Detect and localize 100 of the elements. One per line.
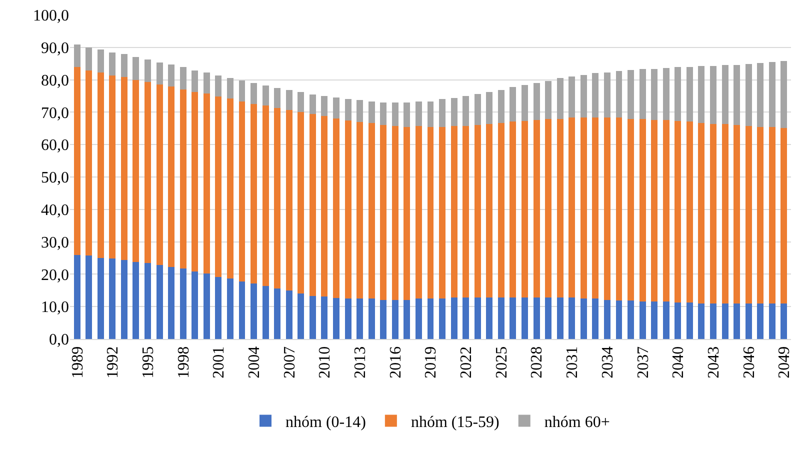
bar (568, 298, 576, 339)
bar (333, 97, 340, 118)
bar (109, 52, 116, 76)
bar (144, 82, 151, 263)
bar (522, 298, 528, 339)
bar (168, 64, 175, 86)
y-tick-label: 30,0 (41, 234, 69, 252)
x-tick-label: 2007 (281, 346, 298, 378)
x-tick-label: 2010 (316, 346, 334, 378)
bar (698, 66, 705, 124)
y-tick-label: 10,0 (41, 299, 69, 316)
bar (698, 304, 705, 339)
bar (686, 66, 693, 122)
bar (238, 80, 246, 102)
y-tick-label: 100,0 (33, 8, 69, 25)
bar (132, 262, 140, 339)
bar (298, 92, 304, 112)
bar (120, 54, 128, 78)
bar (333, 298, 340, 339)
bar (226, 278, 234, 339)
bar (486, 124, 493, 298)
bar (415, 126, 422, 298)
x-tick-label: 2016 (387, 346, 404, 378)
bar (226, 98, 234, 279)
bar (662, 120, 670, 302)
bar (298, 294, 304, 339)
bar (604, 72, 610, 118)
bar (274, 88, 281, 108)
bar (298, 112, 304, 294)
bar (74, 44, 80, 68)
bar (321, 116, 328, 297)
bar (510, 122, 516, 298)
bar (309, 94, 316, 114)
bar (168, 86, 175, 267)
bar (274, 108, 281, 288)
bar (156, 62, 163, 84)
bar (745, 304, 752, 339)
bar (404, 102, 410, 128)
bar (450, 126, 458, 298)
x-tick-label: 1995 (140, 346, 157, 378)
x-tick-label: 1998 (175, 346, 192, 378)
x-tick-label: 1989 (69, 346, 86, 378)
y-tick-label: 90,0 (41, 40, 69, 57)
bar (203, 72, 210, 94)
x-tick-label: 1992 (104, 346, 122, 378)
bar (533, 298, 540, 339)
bar (74, 254, 80, 339)
bar (380, 300, 387, 339)
bar (604, 118, 610, 300)
bar (286, 90, 292, 110)
bar (710, 304, 716, 339)
bar (250, 83, 258, 104)
bar (450, 298, 458, 339)
bar (510, 86, 516, 122)
bar (356, 298, 364, 339)
bar (286, 290, 292, 339)
bar (592, 298, 599, 339)
bar (580, 298, 587, 339)
bar (415, 102, 422, 126)
bar (580, 74, 587, 118)
bar (450, 98, 458, 126)
bar (144, 262, 151, 339)
bar (545, 80, 552, 119)
legend-label: nhóm (15-59) (410, 414, 500, 431)
bar (474, 94, 481, 125)
y-tick-label: 80,0 (41, 72, 69, 90)
x-tick-label: 2043 (705, 346, 722, 378)
bar (533, 120, 540, 298)
bar (368, 102, 375, 124)
bar (368, 123, 375, 298)
y-tick-label: 60,0 (41, 137, 69, 154)
bar (344, 120, 352, 298)
bar (745, 64, 752, 126)
bar (250, 284, 258, 339)
bar (662, 301, 670, 339)
bar (698, 123, 705, 304)
bar (722, 65, 728, 124)
bar (226, 78, 234, 99)
bar (309, 296, 316, 339)
bar (86, 256, 92, 339)
x-tick-label: 2013 (352, 346, 370, 378)
bar (156, 84, 163, 265)
bar (462, 96, 470, 126)
bar (522, 120, 528, 298)
bar (510, 298, 516, 339)
bar (710, 124, 716, 304)
bar (592, 118, 599, 298)
y-tick-label: 70,0 (41, 104, 69, 122)
bar (180, 268, 186, 339)
bar (768, 62, 776, 128)
y-tick-label: 20,0 (41, 266, 69, 284)
bar (109, 258, 116, 339)
bar (710, 66, 716, 124)
bar (628, 70, 634, 119)
bar (392, 102, 398, 126)
bar (439, 127, 446, 298)
legend-label: nhóm (0-14) (286, 414, 366, 431)
bar (734, 304, 740, 339)
bar (686, 122, 693, 302)
bar (651, 301, 658, 339)
